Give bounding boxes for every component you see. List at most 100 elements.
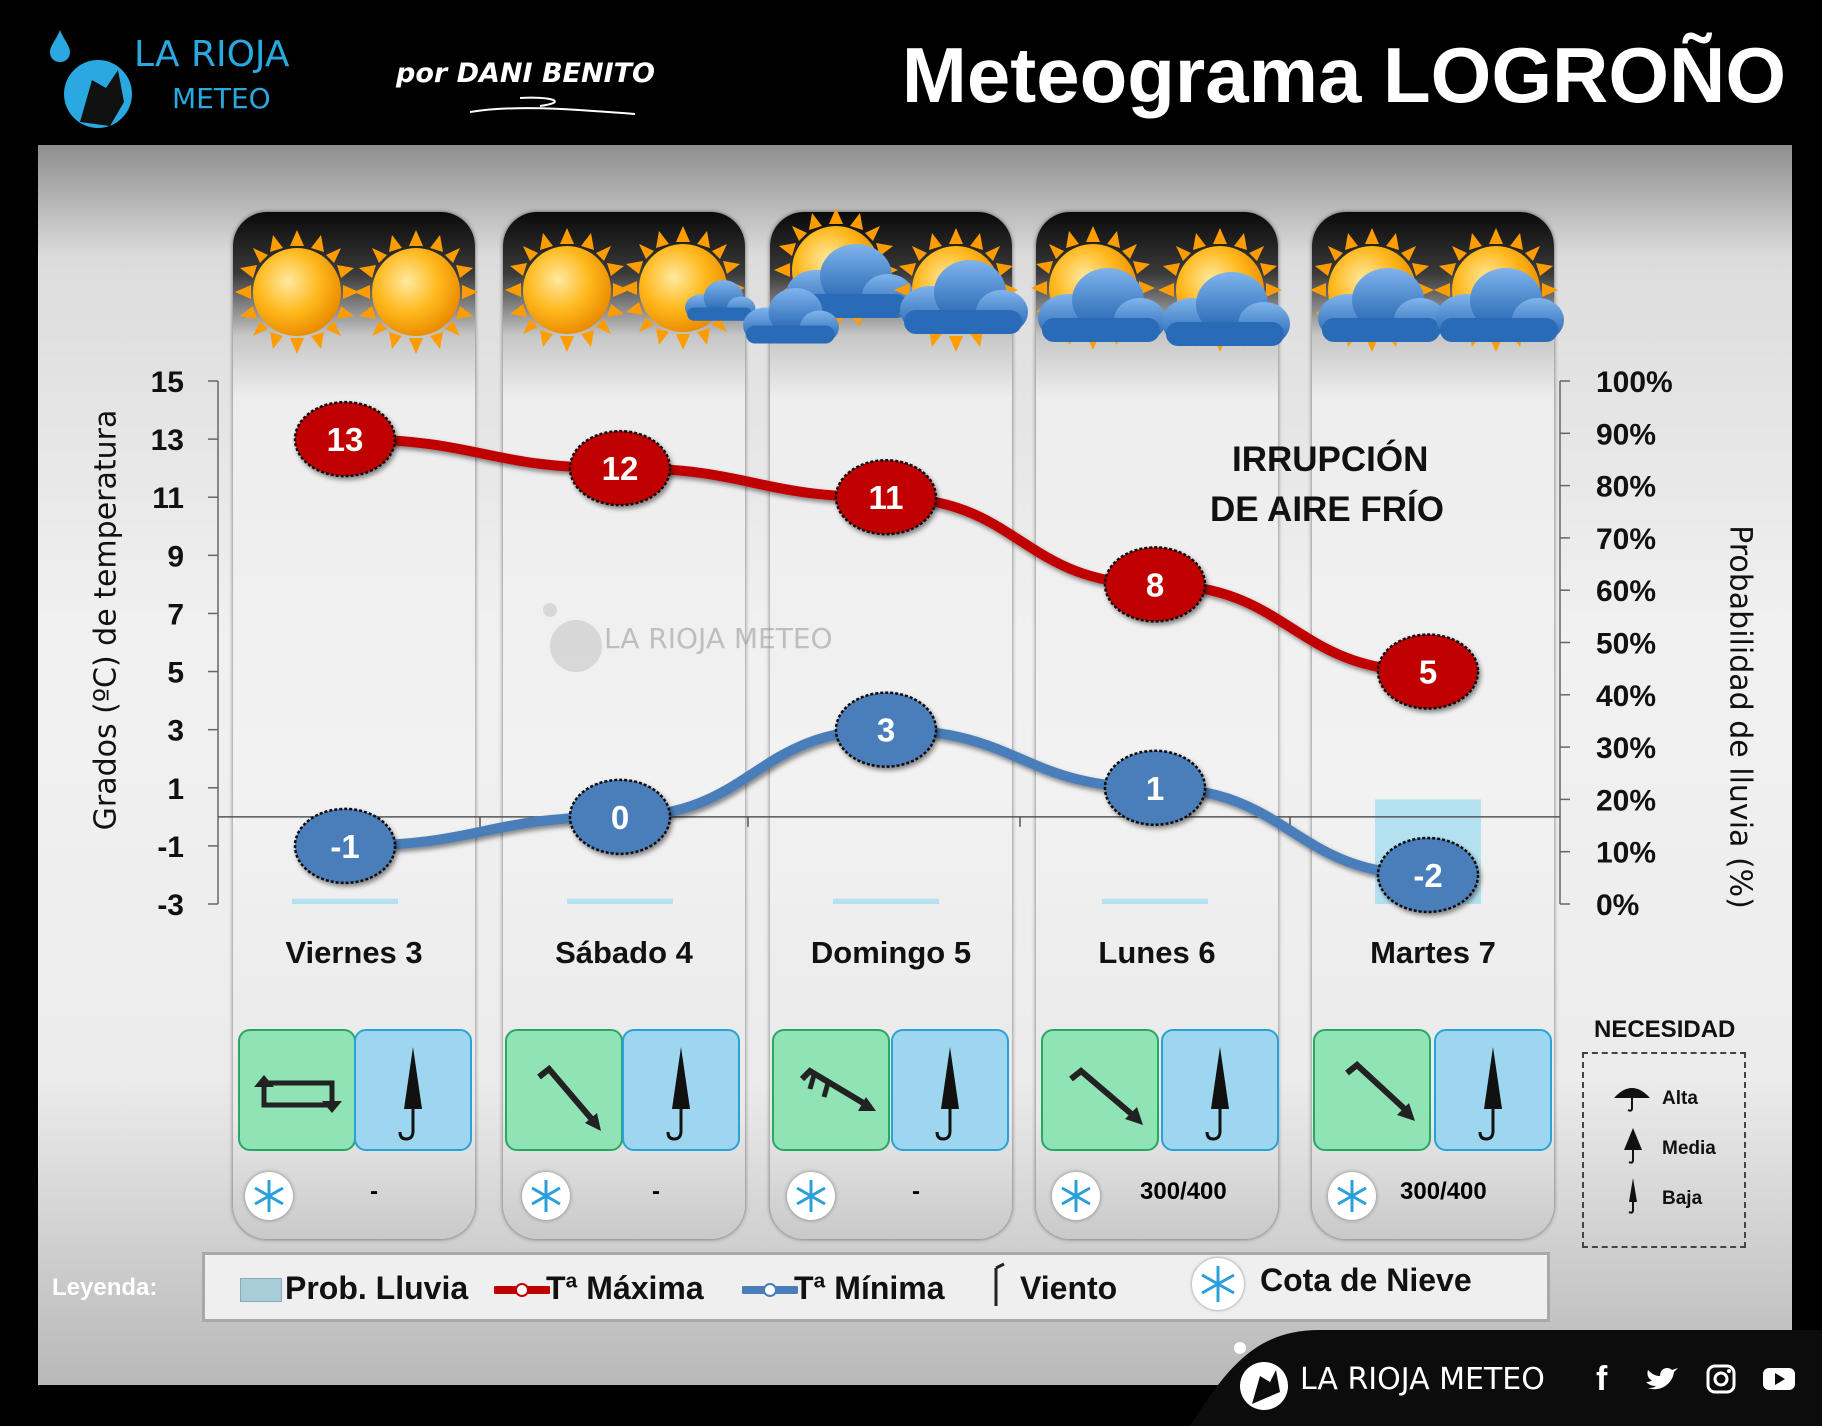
closed-umbrella-icon — [666, 1047, 690, 1141]
max-temp-label: 8 — [1146, 566, 1164, 603]
max-temp-label: 13 — [327, 421, 364, 458]
min-temp-marker — [1103, 749, 1207, 827]
youtube-icon[interactable] — [1762, 1366, 1796, 1394]
legend-wind: Viento — [1020, 1270, 1118, 1306]
watermark-text: LA RIOJA METEO — [604, 622, 833, 655]
max-temp-label: 11 — [869, 479, 904, 516]
wind-arrow-icon — [1345, 1061, 1415, 1121]
footer-band — [1190, 1330, 1822, 1426]
snowflake-icon — [1192, 1258, 1244, 1310]
day-label-1: Viernes 3 — [285, 935, 423, 970]
twitter-icon[interactable] — [1646, 1366, 1680, 1394]
rain-bar — [567, 898, 673, 904]
logo-text-line2: METEO — [172, 82, 271, 115]
snowflake-icon — [787, 1172, 835, 1220]
y2-axis-title: Probabilidad de lluvia (%) — [1722, 525, 1758, 909]
min-temp-label: 3 — [877, 712, 895, 749]
max-temp-marker — [293, 400, 397, 478]
closed-umbrella-icon — [935, 1047, 959, 1141]
wind-arrow-strong-icon — [799, 1067, 876, 1111]
day-label-4: Lunes 6 — [1098, 935, 1216, 970]
y2-tick-label: 80% — [1596, 471, 1656, 504]
logo-icon — [50, 30, 132, 128]
snowflake-icon — [522, 1172, 570, 1220]
wind-arrow-icon — [1069, 1067, 1143, 1125]
closed-umbrella-icon — [398, 1047, 422, 1141]
y2-tick-label: 60% — [1596, 575, 1656, 608]
min-temp-marker — [293, 807, 397, 885]
wind-legend-icon — [994, 1262, 1005, 1306]
facebook-icon[interactable]: f — [1596, 1360, 1608, 1398]
legend-rain-swatch — [240, 1278, 282, 1302]
wind-box-1 — [238, 1029, 356, 1151]
necesidad-media: Media — [1662, 1138, 1716, 1159]
max-temp-label: 5 — [1419, 654, 1437, 691]
necesidad-alta: Alta — [1662, 1088, 1698, 1109]
y-tick-label: 7 — [167, 598, 184, 631]
y2-tick-label: 20% — [1596, 784, 1656, 817]
footer-logo-icon — [1234, 1342, 1288, 1410]
max-temp-marker — [568, 429, 672, 507]
legend-box — [202, 1252, 1550, 1322]
y-tick-label: 1 — [167, 773, 184, 806]
snowflake-icon — [245, 1172, 293, 1220]
min-temp-marker — [568, 778, 672, 856]
watermark-logo-icon — [543, 603, 602, 672]
snowflake-icon — [1052, 1172, 1100, 1220]
legend-max: Tª Máxima — [546, 1270, 704, 1306]
y-axis-title: Grados (ºC) de temperatura — [88, 409, 124, 831]
legend-rain: Prob. Lluvia — [285, 1270, 469, 1306]
y2-tick-label: 40% — [1596, 680, 1656, 713]
closed-umbrella-icon — [1478, 1047, 1502, 1141]
y2-tick-label: 10% — [1596, 837, 1656, 870]
umbrella-box-4 — [1161, 1029, 1279, 1151]
wind-box-5 — [1313, 1029, 1431, 1151]
signature-underline — [469, 96, 636, 115]
y-tick-label: 15 — [151, 366, 184, 399]
y-tick-label: 13 — [151, 424, 184, 457]
necesidad-title: NECESIDAD — [1594, 1016, 1736, 1043]
snowflake-icon — [1328, 1172, 1376, 1220]
y-tick-label: -3 — [157, 889, 184, 922]
snow-level-4: 300/400 — [1140, 1178, 1227, 1205]
wind-box-2 — [505, 1029, 623, 1151]
y2-tick-label: 100% — [1596, 366, 1673, 399]
max-temp-marker — [1376, 633, 1480, 710]
y-tick-label: 11 — [152, 482, 184, 515]
max-temp-marker — [834, 458, 938, 536]
min-temp-marker — [1376, 836, 1480, 914]
closed-umbrella-icon — [1205, 1047, 1229, 1141]
wind-variable-icon — [254, 1075, 342, 1113]
min-temp-label: -2 — [1413, 857, 1442, 894]
umbrella-box-3 — [891, 1029, 1009, 1151]
y2-tick-label: 70% — [1596, 523, 1656, 556]
instagram-icon[interactable] — [1706, 1364, 1736, 1394]
y-tick-label: -1 — [157, 831, 184, 864]
legend-min-swatch — [742, 1283, 798, 1297]
annotation-line2: DE AIRE FRÍO — [1210, 490, 1444, 529]
y2-tick-label: 0% — [1596, 889, 1639, 922]
y-tick-label: 5 — [167, 657, 184, 690]
max-temp-marker — [1103, 546, 1207, 623]
wind-arrow-icon — [537, 1064, 601, 1131]
annotation-line1: IRRUPCIÓN — [1232, 440, 1429, 479]
necesidad-baja: Baja — [1662, 1188, 1703, 1209]
legend-min: Tª Mínima — [794, 1270, 945, 1306]
snow-level-3: - — [912, 1178, 920, 1205]
legend-title: Leyenda: — [52, 1274, 158, 1301]
half-umbrella-icon — [1624, 1128, 1642, 1164]
legend-max-swatch — [494, 1283, 550, 1297]
day-label-2: Sábado 4 — [555, 935, 693, 970]
footer-brand: LA RIOJA METEO — [1300, 1362, 1545, 1397]
author-credit: por DANI BENITO — [396, 58, 655, 89]
necesidad-box: Alta Media Baja — [1582, 1052, 1746, 1248]
legend-snow: Cota de Nieve — [1260, 1262, 1472, 1298]
y2-tick-label: 30% — [1596, 732, 1656, 765]
page-title: Meteograma LOGROÑO — [901, 31, 1786, 119]
snow-level-5: 300/400 — [1400, 1178, 1487, 1205]
closed-umbrella-icon — [1628, 1178, 1637, 1214]
wind-box-3 — [772, 1029, 890, 1151]
min-temp-label: 0 — [611, 799, 629, 836]
